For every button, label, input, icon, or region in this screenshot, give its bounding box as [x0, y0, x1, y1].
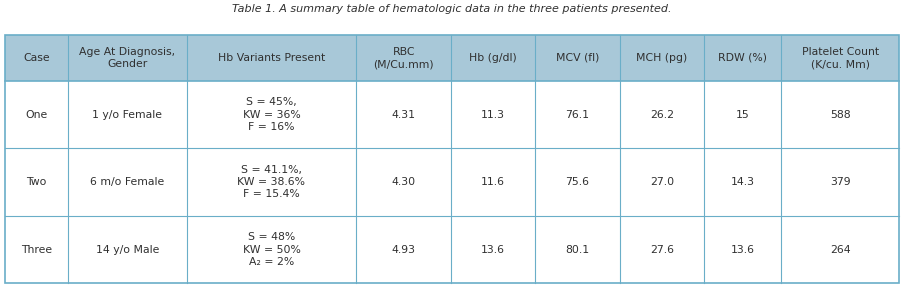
Text: 588: 588 [829, 110, 850, 120]
Text: 6 m/o Female: 6 m/o Female [90, 177, 164, 187]
Text: RBC
(M/Cu.mm): RBC (M/Cu.mm) [373, 47, 433, 69]
Text: Table 1. A summary table of hematologic data in the three patients presented.: Table 1. A summary table of hematologic … [232, 4, 671, 14]
Text: Platelet Count
(K/cu. Mm): Platelet Count (K/cu. Mm) [801, 47, 878, 69]
Text: Three: Three [21, 244, 51, 255]
Text: 4.93: 4.93 [391, 244, 415, 255]
Text: 80.1: 80.1 [564, 244, 589, 255]
Text: Two: Two [26, 177, 47, 187]
Text: 11.6: 11.6 [480, 177, 505, 187]
Text: 14.3: 14.3 [730, 177, 754, 187]
Text: 27.6: 27.6 [649, 244, 673, 255]
Text: 13.6: 13.6 [730, 244, 754, 255]
Text: 14 y/o Male: 14 y/o Male [96, 244, 159, 255]
Text: 4.31: 4.31 [391, 110, 415, 120]
Text: 4.30: 4.30 [391, 177, 415, 187]
Text: 26.2: 26.2 [649, 110, 673, 120]
Text: 76.1: 76.1 [565, 110, 589, 120]
Text: MCV (fl): MCV (fl) [555, 53, 599, 63]
Text: MCH (pg): MCH (pg) [636, 53, 686, 63]
Text: 13.6: 13.6 [480, 244, 505, 255]
Text: 11.3: 11.3 [480, 110, 505, 120]
Text: 15: 15 [735, 110, 749, 120]
Text: Hb (g/dl): Hb (g/dl) [469, 53, 517, 63]
Text: 75.6: 75.6 [565, 177, 589, 187]
Text: One: One [25, 110, 48, 120]
Text: 379: 379 [829, 177, 850, 187]
Text: Hb Variants Present: Hb Variants Present [218, 53, 325, 63]
Text: S = 41.1%,
KW = 38.6%
F = 15.4%: S = 41.1%, KW = 38.6% F = 15.4% [237, 165, 305, 199]
Text: 264: 264 [829, 244, 850, 255]
Bar [5, 35, 898, 81]
Text: 1 y/o Female: 1 y/o Female [92, 110, 163, 120]
Text: 27.0: 27.0 [649, 177, 673, 187]
Text: Age At Diagnosis,
Gender: Age At Diagnosis, Gender [79, 47, 175, 69]
Text: RDW (%): RDW (%) [717, 53, 767, 63]
Text: S = 45%,
KW = 36%
F = 16%: S = 45%, KW = 36% F = 16% [242, 97, 300, 132]
Text: Case: Case [23, 53, 50, 63]
Text: S = 48%
KW = 50%
A₂ = 2%: S = 48% KW = 50% A₂ = 2% [242, 232, 300, 267]
Bar [5, 35, 898, 283]
